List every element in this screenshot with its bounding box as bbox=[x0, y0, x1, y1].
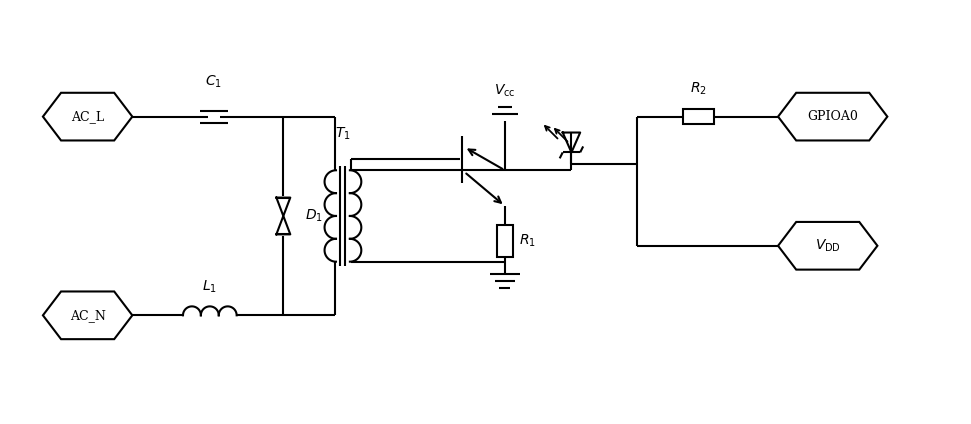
Text: $C_1$: $C_1$ bbox=[205, 73, 222, 90]
Polygon shape bbox=[277, 198, 290, 216]
Text: $T_1$: $T_1$ bbox=[335, 126, 351, 142]
Polygon shape bbox=[562, 133, 581, 152]
Text: $V_{\mathrm{cc}}$: $V_{\mathrm{cc}}$ bbox=[494, 82, 516, 99]
Polygon shape bbox=[778, 93, 887, 140]
Text: AC_L: AC_L bbox=[71, 110, 104, 123]
Bar bbox=[497, 225, 513, 257]
Text: $R_2$: $R_2$ bbox=[690, 81, 707, 97]
Text: $L_1$: $L_1$ bbox=[202, 279, 218, 296]
Polygon shape bbox=[43, 291, 132, 339]
Text: $V_{\mathrm{DD}}$: $V_{\mathrm{DD}}$ bbox=[815, 237, 841, 254]
Text: AC_N: AC_N bbox=[70, 309, 106, 322]
Polygon shape bbox=[277, 216, 290, 234]
Bar bbox=[683, 109, 715, 124]
Polygon shape bbox=[43, 93, 132, 140]
Text: $R_1$: $R_1$ bbox=[519, 233, 536, 249]
Text: GPIOA0: GPIOA0 bbox=[807, 110, 858, 123]
Text: $D_1$: $D_1$ bbox=[305, 208, 323, 224]
Polygon shape bbox=[778, 222, 878, 270]
